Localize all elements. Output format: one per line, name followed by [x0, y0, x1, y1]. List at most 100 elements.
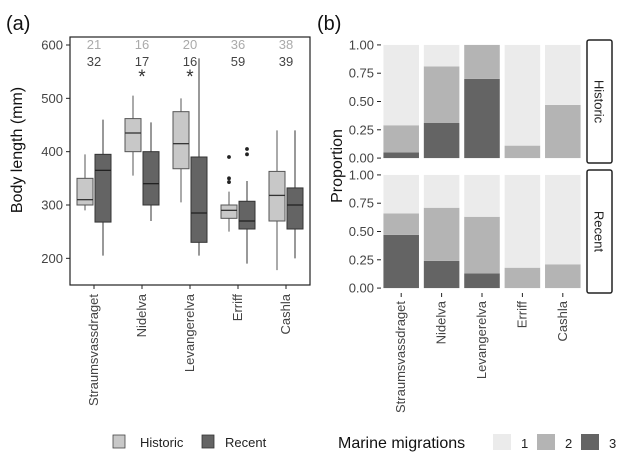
- outlier-recent-erriff-1: [245, 147, 249, 151]
- legend-label-recent: Recent: [225, 435, 267, 450]
- panel-b-legend: Marine migrations 1 2 3: [338, 434, 616, 452]
- bar-segment-recent-erriff-2: [504, 267, 541, 289]
- bar-segment-historic-levangerelva-2: [464, 44, 500, 79]
- bar-segment-historic-straumsvassdraget-1: [383, 44, 419, 126]
- y-tick-label-recent-1-00: 1.00: [349, 167, 374, 182]
- y-tick-label-recent-0-00: 0.00: [349, 281, 374, 296]
- bar-segment-historic-straumsvassdraget-3: [383, 152, 419, 159]
- y-tick-label-300: 300: [41, 198, 63, 213]
- bar-segment-historic-cashla-2: [545, 104, 581, 159]
- sample-size-historic-levangerelva: 20: [183, 37, 197, 52]
- box-recent-cashla: [286, 187, 304, 230]
- x-tick-label-cashla: Cashla: [278, 293, 293, 334]
- legend-label-3: 3: [609, 436, 616, 451]
- box-recent-straumsvassdraget: [94, 153, 112, 223]
- sample-size-recent-straumsvassdraget: 32: [87, 54, 101, 69]
- y-tick-label-500: 500: [41, 91, 63, 106]
- legend-swatch-historic: [112, 434, 126, 449]
- box-historic-straumsvassdraget: [76, 177, 94, 206]
- legend-title-marine-migrations: Marine migrations: [338, 435, 465, 452]
- legend-label-2: 2: [565, 436, 572, 451]
- box-recent-erriff: [238, 200, 256, 230]
- panel-b-y-axis-title: Proportion: [329, 129, 346, 203]
- bar-segment-recent-nidelva-2: [423, 207, 460, 261]
- y-tick-label-600: 600: [41, 38, 63, 53]
- y-tick-label-200: 200: [41, 251, 63, 266]
- bar-segment-historic-erriff-1: [504, 44, 541, 146]
- panel-a-legend: Historic Recent: [112, 434, 267, 450]
- sample-size-historic-nidelva: 16: [135, 37, 149, 52]
- bar-segment-recent-nidelva-3: [423, 260, 460, 289]
- sample-size-historic-straumsvassdraget: 21: [87, 37, 101, 52]
- bar-segment-recent-levangerelva-2: [464, 216, 500, 274]
- facet-strip-historic: [586, 39, 613, 164]
- bar-segment-recent-erriff-1: [504, 174, 541, 268]
- box-recent-nidelva: [142, 151, 160, 206]
- legend-swatch-1: [493, 434, 511, 450]
- x-tick-label-erriff: Erriff: [230, 294, 245, 322]
- panel-b-stacked-bars: 0.00 0.25 0.50 0.75 1.00 Historic 0.00 0.25 0.50…: [349, 37, 613, 413]
- legend-label-1: 1: [521, 436, 528, 451]
- outlier-recent-erriff-0: [245, 152, 249, 157]
- box-recent-levangerelva: [190, 156, 208, 243]
- bar-segment-recent-straumsvassdraget-1: [383, 174, 419, 214]
- significance-marker-nidelva: *: [138, 67, 146, 88]
- y-tick-label-historic-0-25: 0.25: [349, 122, 374, 137]
- bar-segment-historic-cashla-1: [545, 44, 581, 105]
- significance-marker-levangerelva: *: [186, 67, 194, 88]
- x-tick-label-b-erriff: Erriff: [514, 301, 529, 329]
- bar-segment-historic-nidelva-3: [423, 123, 460, 159]
- y-tick-label-historic-1-00: 1.00: [349, 37, 374, 52]
- panel-a-boxplot: 200 300 400 500 600 Straumsvassdraget 21 32 Nide…: [41, 36, 311, 406]
- legend-label-historic: Historic: [140, 435, 184, 450]
- x-tick-label-b-straumsvassdraget: Straumsvassdraget: [393, 301, 408, 413]
- sample-size-recent-nidelva: 17: [135, 54, 149, 69]
- facet-strip-label-historic: Historic: [592, 80, 607, 124]
- bar-segment-historic-levangerelva-3: [464, 78, 500, 159]
- bar-segment-recent-cashla-1: [545, 174, 581, 265]
- bar-segment-recent-levangerelva-1: [464, 174, 500, 217]
- box-historic-nidelva: [124, 118, 142, 153]
- sample-size-recent-levangerelva: 16: [183, 54, 197, 69]
- x-tick-label-b-levangerelva: Levangerelva: [474, 300, 489, 379]
- bar-segment-historic-straumsvassdraget-2: [383, 125, 419, 153]
- x-tick-label-b-nidelva: Nidelva: [434, 300, 449, 344]
- panel-a-label: (a): [6, 13, 30, 35]
- bar-segment-historic-nidelva-2: [423, 66, 460, 124]
- legend-swatch-2: [537, 434, 555, 450]
- bar-segment-recent-straumsvassdraget-3: [383, 234, 419, 289]
- outlier-historic-erriff-2: [227, 155, 231, 159]
- bar-segment-recent-straumsvassdraget-2: [383, 213, 419, 235]
- x-tick-label-straumsvassdraget: Straumsvassdraget: [86, 294, 101, 406]
- bar-segment-historic-nidelva-1: [423, 44, 460, 67]
- sample-size-recent-cashla: 39: [279, 54, 293, 69]
- y-tick-label-recent-0-25: 0.25: [349, 252, 374, 267]
- x-tick-label-nidelva: Nidelva: [134, 293, 149, 337]
- y-tick-label-historic-0-75: 0.75: [349, 66, 374, 81]
- sample-size-historic-erriff: 36: [231, 37, 245, 52]
- bar-segment-recent-nidelva-1: [423, 174, 460, 208]
- box-historic-cashla: [268, 170, 286, 222]
- facet-strip-label-recent: Recent: [592, 211, 607, 253]
- x-tick-label-b-cashla: Cashla: [555, 300, 570, 341]
- legend-swatch-3: [581, 434, 599, 450]
- legend-swatch-recent: [201, 434, 215, 449]
- panel-a-y-axis-title: Body length (mm): [9, 87, 26, 213]
- y-tick-label-recent-0-75: 0.75: [349, 196, 374, 211]
- outlier-historic-erriff-0: [227, 180, 231, 184]
- bar-segment-historic-erriff-2: [504, 145, 541, 159]
- box-historic-erriff: [220, 204, 238, 219]
- sample-size-historic-cashla: 38: [279, 37, 293, 52]
- x-tick-label-levangerelva: Levangerelva: [182, 293, 197, 372]
- bar-segment-recent-cashla-2: [545, 264, 581, 289]
- bar-segment-recent-levangerelva-3: [464, 273, 500, 289]
- y-tick-label-recent-0-50: 0.50: [349, 224, 374, 239]
- sample-size-recent-erriff: 59: [231, 54, 245, 69]
- panel-b-label: (b): [317, 13, 341, 35]
- y-tick-label-historic-0-00: 0.00: [349, 151, 374, 166]
- y-tick-label-historic-0-50: 0.50: [349, 94, 374, 109]
- outlier-historic-erriff-1: [227, 176, 231, 181]
- facet-strip-recent: [586, 169, 613, 294]
- y-tick-label-400: 400: [41, 144, 63, 159]
